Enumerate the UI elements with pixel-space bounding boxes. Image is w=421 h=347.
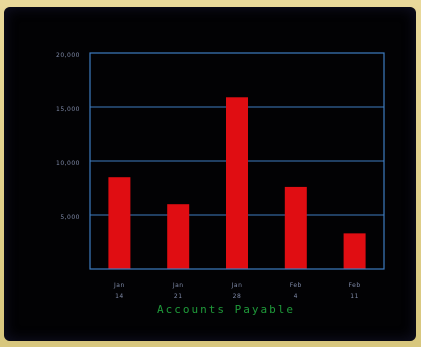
y-axis-ticks: 20,000 15,000 10,000 5,000 [56,52,80,221]
x-tick-label: Jan [231,282,243,289]
x-tick-label: Feb [349,282,361,289]
bar-chart: 20,000 15,000 10,000 5,000 Jan 14 Jan 21 Jan 28 F… [56,52,385,316]
y-tick-label: 20,000 [56,52,80,59]
bar-series [108,97,366,269]
bar [108,177,131,269]
x-axis-ticks: Jan 14 Jan 21 Jan 28 Feb 4 Feb 11 [113,282,361,300]
y-tick-label: 5,000 [60,214,80,221]
y-tick-label: 10,000 [56,160,80,167]
x-axis-label: Accounts Payable [157,303,295,316]
bar [284,186,307,269]
x-tick-label: 14 [115,293,124,300]
bar [167,204,190,269]
x-tick-label: Jan [113,282,125,289]
y-tick-label: 15,000 [56,106,80,113]
bar [226,97,248,269]
x-tick-label: 4 [294,293,298,300]
x-tick-label: Jan [172,282,184,289]
crt-screen: 20,000 15,000 10,000 5,000 Jan 14 Jan 21 Jan 28 F… [4,7,416,341]
x-tick-label: 28 [233,293,242,300]
x-tick-label: Feb [290,282,302,289]
bar [343,233,366,269]
plot-frame [89,52,385,270]
x-tick-label: 11 [350,293,359,300]
x-tick-label: 21 [174,293,183,300]
